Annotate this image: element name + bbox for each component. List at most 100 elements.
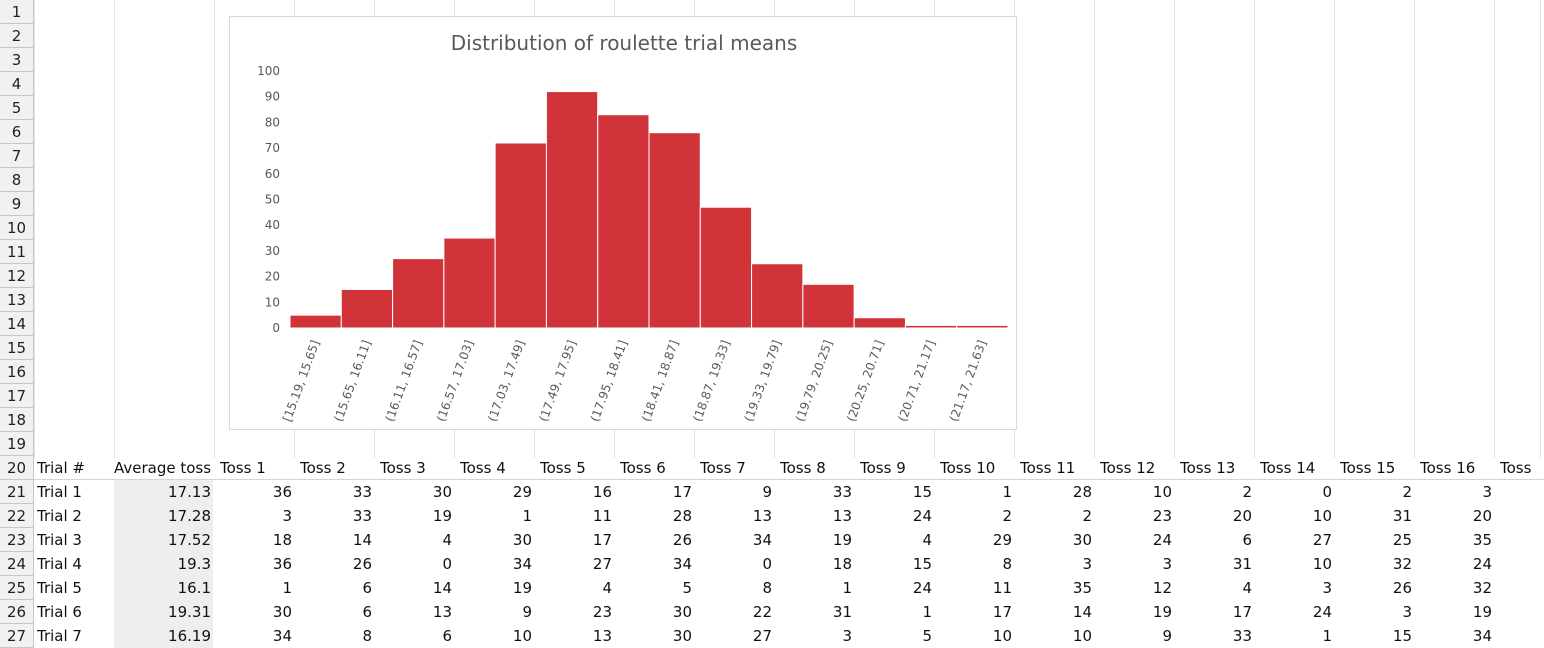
toss-cell[interactable]: 24 [1414,552,1492,576]
toss-cell[interactable]: 27 [1254,528,1332,552]
toss-cell[interactable]: 29 [454,480,532,504]
toss-cell[interactable]: 32 [1334,552,1412,576]
header-toss[interactable]: Toss 5 [540,456,614,480]
toss-cell[interactable]: 27 [694,624,772,648]
toss-cell[interactable]: 14 [294,528,372,552]
toss-cell[interactable]: 2 [1174,480,1252,504]
row-header[interactable]: 15 [0,336,34,360]
toss-cell[interactable]: 33 [294,480,372,504]
toss-cell[interactable]: 8 [694,576,772,600]
toss-cell[interactable]: 19 [1094,600,1172,624]
toss-cell[interactable]: 26 [614,528,692,552]
toss-cell[interactable]: 9 [454,600,532,624]
average-toss-cell[interactable]: 17.52 [114,528,211,552]
toss-cell[interactable]: 26 [294,552,372,576]
toss-cell[interactable]: 36 [214,552,292,576]
header-toss[interactable]: Toss 10 [940,456,1014,480]
row-header[interactable]: 11 [0,240,34,264]
toss-cell[interactable]: 6 [1174,528,1252,552]
toss-cell[interactable]: 22 [694,600,772,624]
row-header[interactable]: 17 [0,384,34,408]
toss-cell[interactable]: 0 [694,552,772,576]
toss-cell[interactable]: 16 [534,480,612,504]
row-header[interactable]: 19 [0,432,34,456]
toss-cell[interactable]: 10 [454,624,532,648]
toss-cell[interactable]: 34 [694,528,772,552]
row-header[interactable]: 6 [0,120,34,144]
toss-cell[interactable]: 25 [1334,528,1412,552]
toss-cell[interactable]: 1 [214,576,292,600]
toss-cell[interactable]: 2 [1334,480,1412,504]
toss-cell[interactable]: 5 [854,624,932,648]
average-toss-cell[interactable]: 17.13 [114,480,211,504]
toss-cell[interactable]: 9 [694,480,772,504]
toss-cell[interactable]: 15 [854,552,932,576]
toss-cell[interactable]: 4 [534,576,612,600]
toss-cell[interactable]: 2 [1014,504,1092,528]
toss-cell[interactable]: 6 [374,624,452,648]
toss-cell[interactable]: 4 [854,528,932,552]
row-header[interactable]: 10 [0,216,34,240]
histogram-chart[interactable]: Distribution of roulette trial means 0 10… [229,16,1017,430]
toss-cell[interactable]: 19 [374,504,452,528]
toss-cell[interactable]: 1 [934,480,1012,504]
toss-cell[interactable]: 30 [614,624,692,648]
row-header[interactable]: 13 [0,288,34,312]
toss-cell[interactable]: 26 [1334,576,1412,600]
toss-cell[interactable]: 27 [534,552,612,576]
toss-cell[interactable]: 10 [1254,504,1332,528]
toss-cell[interactable]: 36 [214,480,292,504]
toss-cell[interactable]: 3 [1254,576,1332,600]
toss-cell[interactable]: 30 [374,480,452,504]
row-header[interactable]: 23 [0,528,34,552]
toss-cell[interactable]: 17 [1174,600,1252,624]
toss-cell[interactable]: 23 [534,600,612,624]
trial-label[interactable]: Trial 4 [37,552,112,576]
toss-cell[interactable]: 9 [1094,624,1172,648]
header-toss[interactable]: Toss 2 [300,456,374,480]
toss-cell[interactable]: 4 [374,528,452,552]
header-toss[interactable]: Toss 9 [860,456,934,480]
row-header[interactable]: 26 [0,600,34,624]
row-header[interactable]: 16 [0,360,34,384]
toss-cell[interactable]: 24 [854,504,932,528]
toss-cell[interactable]: 13 [374,600,452,624]
toss-cell[interactable]: 17 [934,600,1012,624]
toss-cell[interactable]: 31 [1334,504,1412,528]
header-toss[interactable]: Toss 14 [1260,456,1334,480]
average-toss-cell[interactable]: 16.1 [114,576,211,600]
toss-cell[interactable]: 34 [454,552,532,576]
toss-cell[interactable]: 3 [1014,552,1092,576]
toss-cell[interactable]: 14 [374,576,452,600]
toss-cell[interactable]: 33 [294,504,372,528]
toss-cell[interactable]: 30 [1014,528,1092,552]
toss-cell[interactable]: 18 [774,552,852,576]
toss-cell[interactable]: 10 [934,624,1012,648]
header-average-toss[interactable]: Average toss [114,456,211,480]
row-header[interactable]: 5 [0,96,34,120]
toss-cell[interactable]: 30 [214,600,292,624]
row-header[interactable]: 3 [0,48,34,72]
toss-cell[interactable]: 3 [1094,552,1172,576]
row-header[interactable]: 21 [0,480,34,504]
toss-cell[interactable]: 12 [1094,576,1172,600]
trial-label[interactable]: Trial 2 [37,504,112,528]
toss-cell[interactable]: 6 [294,600,372,624]
toss-cell[interactable]: 0 [1254,480,1332,504]
toss-cell[interactable]: 13 [774,504,852,528]
toss-cell[interactable]: 19 [1414,600,1492,624]
toss-cell[interactable]: 1 [854,600,932,624]
trial-label[interactable]: Trial 7 [37,624,112,648]
header-toss[interactable]: Toss 15 [1340,456,1414,480]
toss-cell[interactable]: 0 [374,552,452,576]
toss-cell[interactable]: 33 [1174,624,1252,648]
row-header[interactable]: 14 [0,312,34,336]
toss-cell[interactable]: 18 [214,528,292,552]
toss-cell[interactable]: 8 [294,624,372,648]
toss-cell[interactable]: 11 [934,576,1012,600]
toss-cell[interactable]: 2 [934,504,1012,528]
header-toss[interactable]: Toss 16 [1420,456,1494,480]
header-toss[interactable]: Toss 6 [620,456,694,480]
toss-cell[interactable]: 13 [694,504,772,528]
row-header[interactable]: 2 [0,24,34,48]
